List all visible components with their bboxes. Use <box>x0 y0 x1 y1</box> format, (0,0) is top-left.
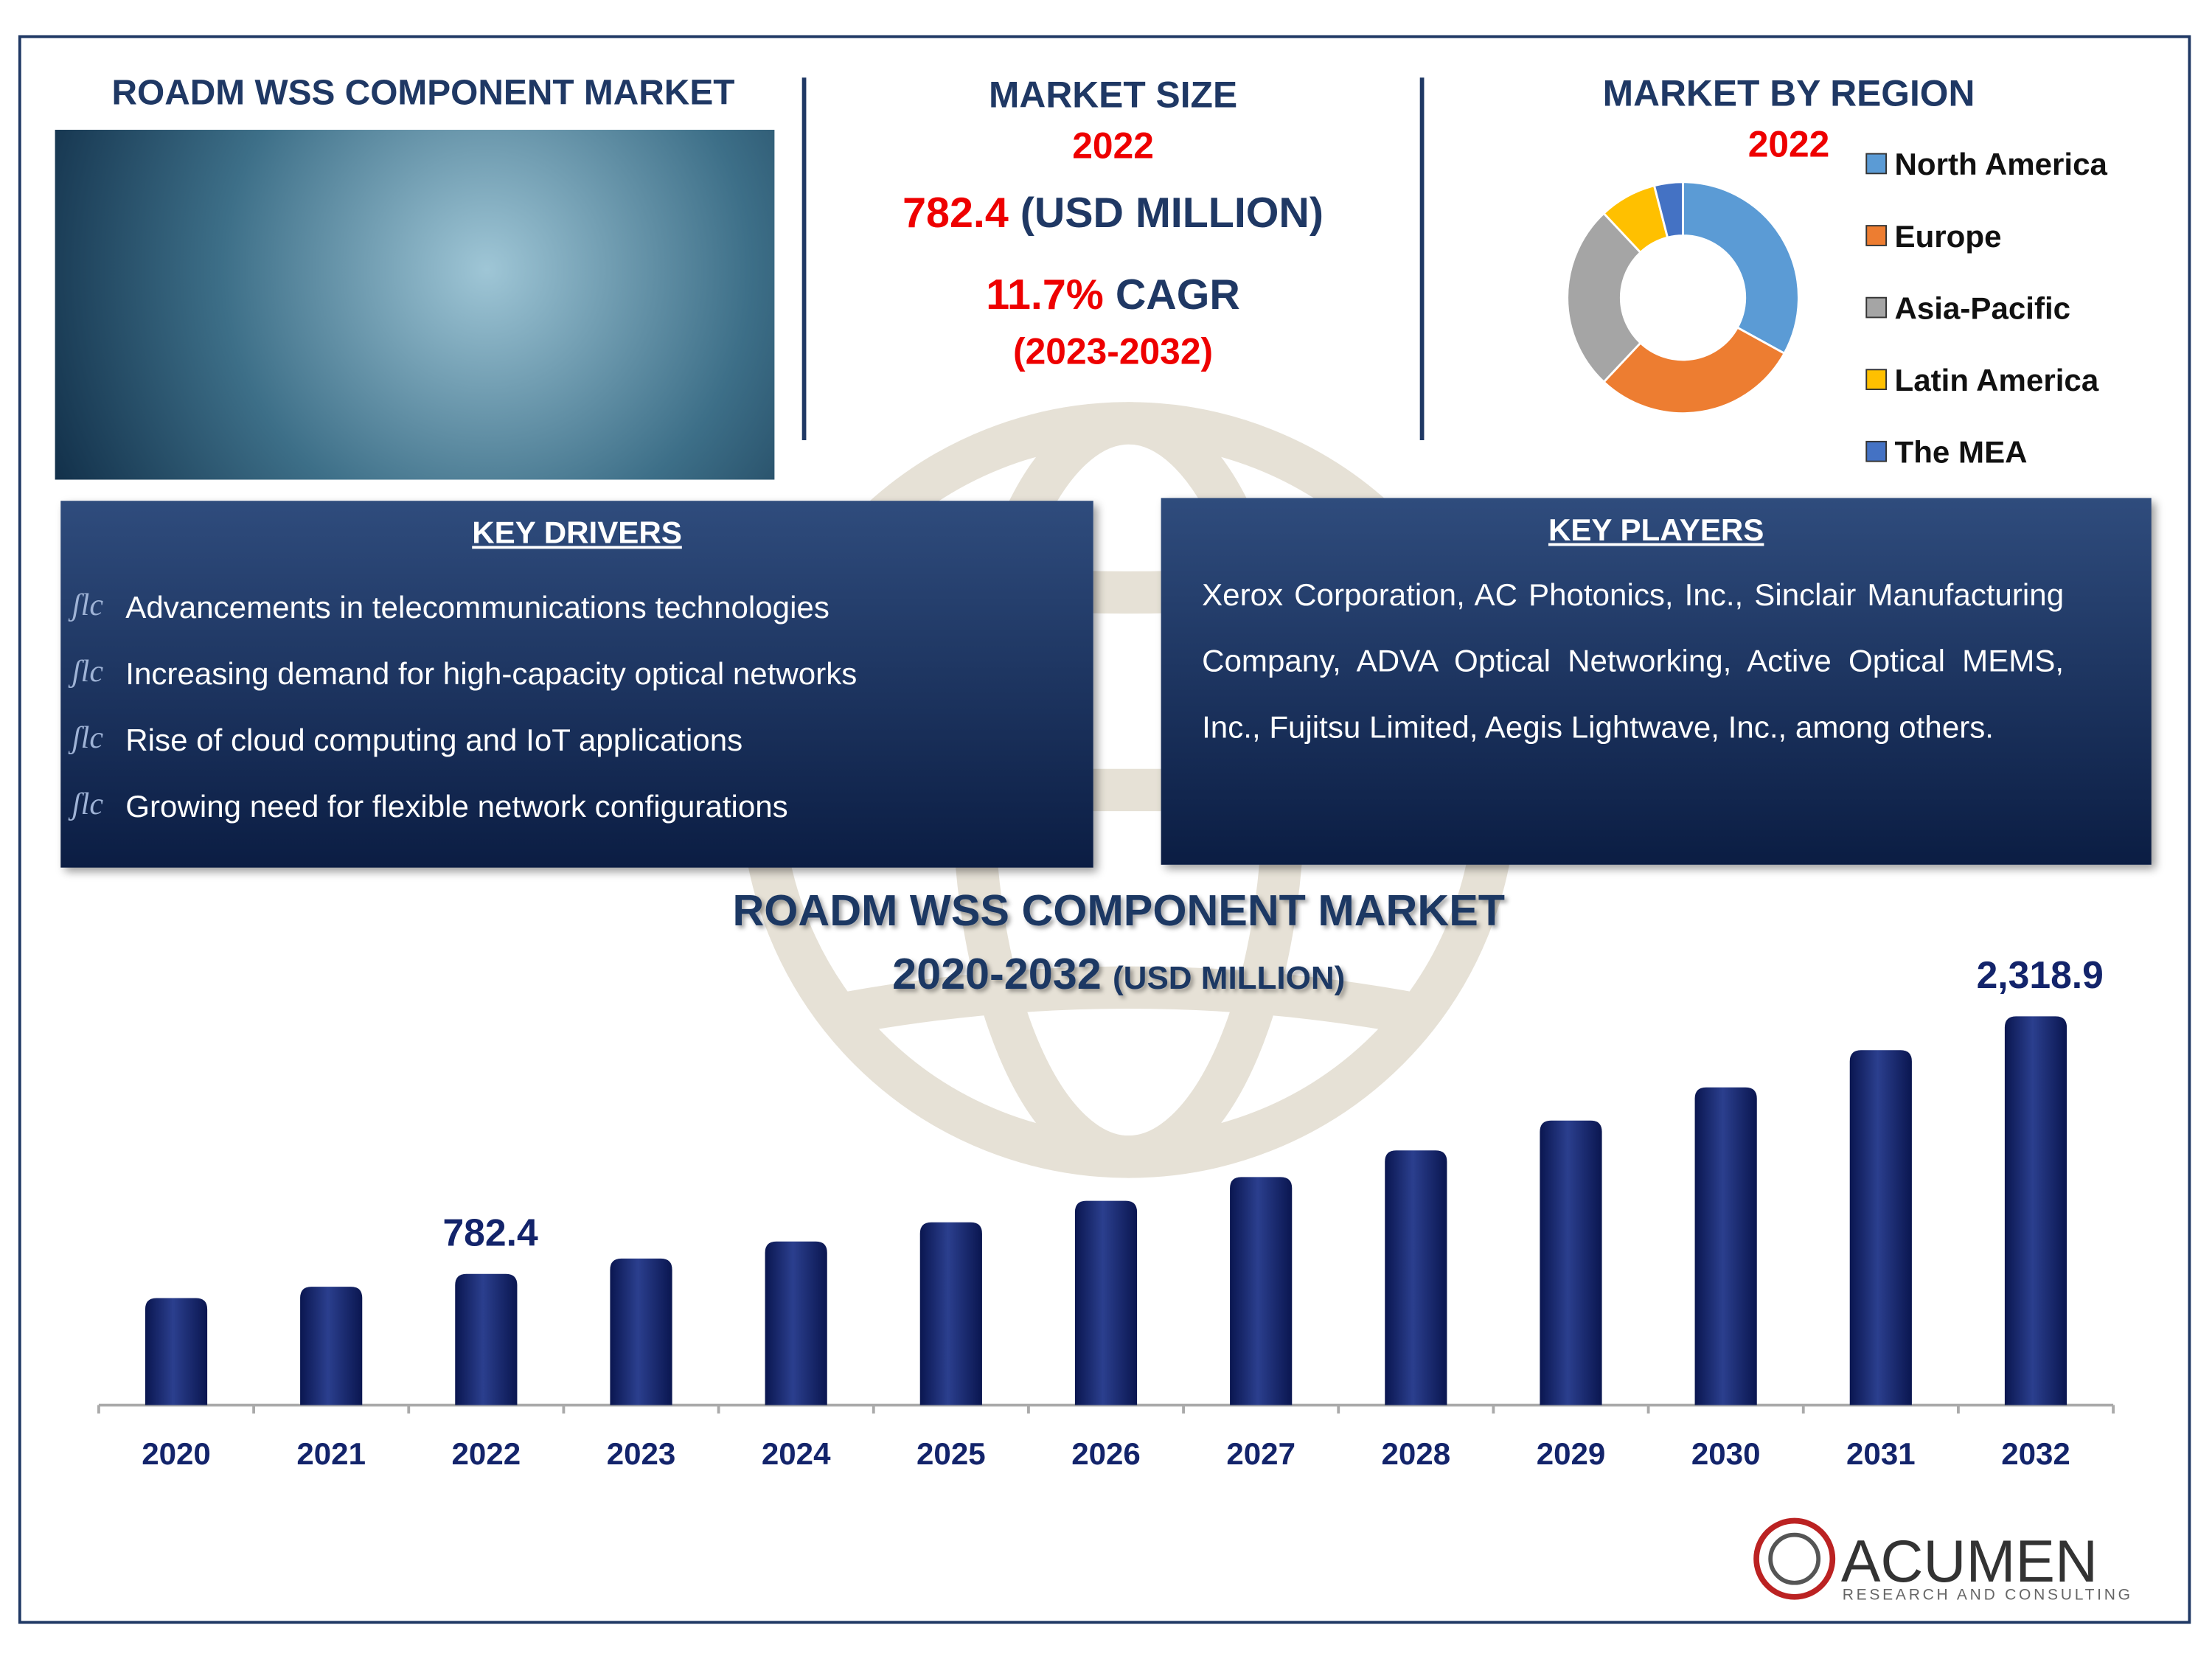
bar-subtitle: 2020-2032 (USD MILLION) <box>892 949 1345 998</box>
x-tick-label: 2028 <box>1382 1436 1451 1471</box>
pie-slice <box>1602 326 1786 414</box>
driver-text: Rise of cloud computing and IoT applicat… <box>125 722 743 758</box>
driver-icon: ʃlc <box>72 653 104 689</box>
x-tick-label: 2023 <box>607 1436 676 1471</box>
driver-item: ʃlc Advancements in telecommunications te… <box>72 587 830 627</box>
header-title: ROADM WSS COMPONENT MARKET <box>111 73 735 114</box>
logo-globe <box>1753 1517 1836 1600</box>
x-tick-label: 2030 <box>1691 1436 1761 1471</box>
key-players-panel: KEY PLAYERS Xerox Corporation, AC Photon… <box>1161 498 2152 865</box>
legend-label: Europe <box>1895 219 2002 254</box>
x-tick-label: 2026 <box>1071 1436 1141 1471</box>
driver-icon: ʃlc <box>72 785 104 821</box>
bar-unit: (USD MILLION) <box>1113 960 1345 996</box>
x-tick-label: 2022 <box>452 1436 521 1471</box>
driver-item: ʃlc Rise of cloud computing and IoT appli… <box>72 720 743 759</box>
value-label: 2,318.9 <box>1977 953 2104 996</box>
bar <box>455 1273 518 1405</box>
x-tick-label: 2020 <box>142 1436 211 1471</box>
key-drivers-title: KEY DRIVERS <box>472 515 682 551</box>
market-size-value: 782.4 (USD MILLION) <box>831 190 1395 238</box>
pie-title: MARKET BY REGION <box>1603 72 1975 114</box>
bar <box>919 1222 982 1405</box>
legend-swatch <box>1865 153 1887 175</box>
bar <box>145 1298 208 1405</box>
driver-item: ʃlc Increasing demand for high-capacity o… <box>72 653 858 693</box>
driver-text: Advancements in telecommunications techn… <box>125 589 830 625</box>
legend-label: Latin America <box>1895 363 2099 397</box>
bar <box>1540 1120 1602 1405</box>
key-players-text: Xerox Corporation, AC Photonics, Inc., S… <box>1202 577 2065 745</box>
x-tick-label: 2025 <box>917 1436 986 1471</box>
x-tick-label: 2031 <box>1846 1436 1916 1471</box>
market-size-title: MARKET SIZE <box>988 73 1238 116</box>
bar-period: 2020-2032 <box>892 949 1102 998</box>
cagr-label: CAGR <box>1115 272 1240 319</box>
x-tick-label: 2027 <box>1226 1436 1295 1471</box>
bar <box>1385 1150 1447 1405</box>
bar <box>1694 1087 1757 1405</box>
bar-title: ROADM WSS COMPONENT MARKET <box>732 886 1505 935</box>
driver-icon: ʃlc <box>72 586 104 622</box>
logo-globe <box>1768 1532 1821 1585</box>
pie-slice <box>1682 181 1800 355</box>
cagr-value: 11.7% <box>986 272 1104 319</box>
logo-name: ACUMEN <box>1841 1528 2098 1595</box>
value-label: 782.4 <box>442 1211 538 1253</box>
key-players-title: KEY PLAYERS <box>1548 512 1764 548</box>
bar <box>1849 1050 1912 1405</box>
photo <box>55 130 775 480</box>
driver-item: ʃlc Growing need for flexible network con… <box>72 786 788 826</box>
frame <box>18 35 2191 1624</box>
bar <box>300 1287 363 1405</box>
bar <box>1230 1177 1293 1405</box>
pie-subtitle: 2022 <box>1748 123 1830 164</box>
unit: (USD MILLION) <box>1020 190 1324 237</box>
key-drivers-panel: KEY DRIVERS ʃlc Advancements in telecommu… <box>60 501 1093 868</box>
legend-swatch <box>1865 225 1887 246</box>
x-tick-label: 2021 <box>296 1436 366 1471</box>
legend-label: Asia-Pacific <box>1895 291 2071 325</box>
pie-slice <box>1566 212 1642 384</box>
x-tick-label: 2024 <box>762 1436 831 1471</box>
driver-text: Increasing demand for high-capacity opti… <box>125 655 858 692</box>
cagr-period: (2023-2032) <box>1013 330 1214 373</box>
x-tick-label: 2029 <box>1537 1436 1606 1471</box>
legend-label: North America <box>1895 147 2108 181</box>
legend-label: The MEA <box>1895 435 2028 470</box>
driver-icon: ʃlc <box>72 719 104 755</box>
legend-swatch <box>1865 296 1887 319</box>
bar <box>1074 1200 1138 1405</box>
cagr: 11.7% CAGR <box>831 272 1395 320</box>
pie-slice <box>1652 181 1684 239</box>
bar <box>610 1258 672 1405</box>
driver-text: Growing need for flexible network config… <box>125 788 788 824</box>
x-tick-label: 2032 <box>2001 1436 2070 1471</box>
logo-tagline: RESEARCH AND CONSULTING <box>1843 1587 2130 1604</box>
market-size-year: 2022 <box>1072 124 1154 167</box>
legend-swatch <box>1865 369 1887 391</box>
value: 782.4 <box>902 190 1009 237</box>
legend-swatch <box>1865 440 1887 462</box>
bar <box>2004 1016 2067 1405</box>
bar <box>765 1241 827 1405</box>
